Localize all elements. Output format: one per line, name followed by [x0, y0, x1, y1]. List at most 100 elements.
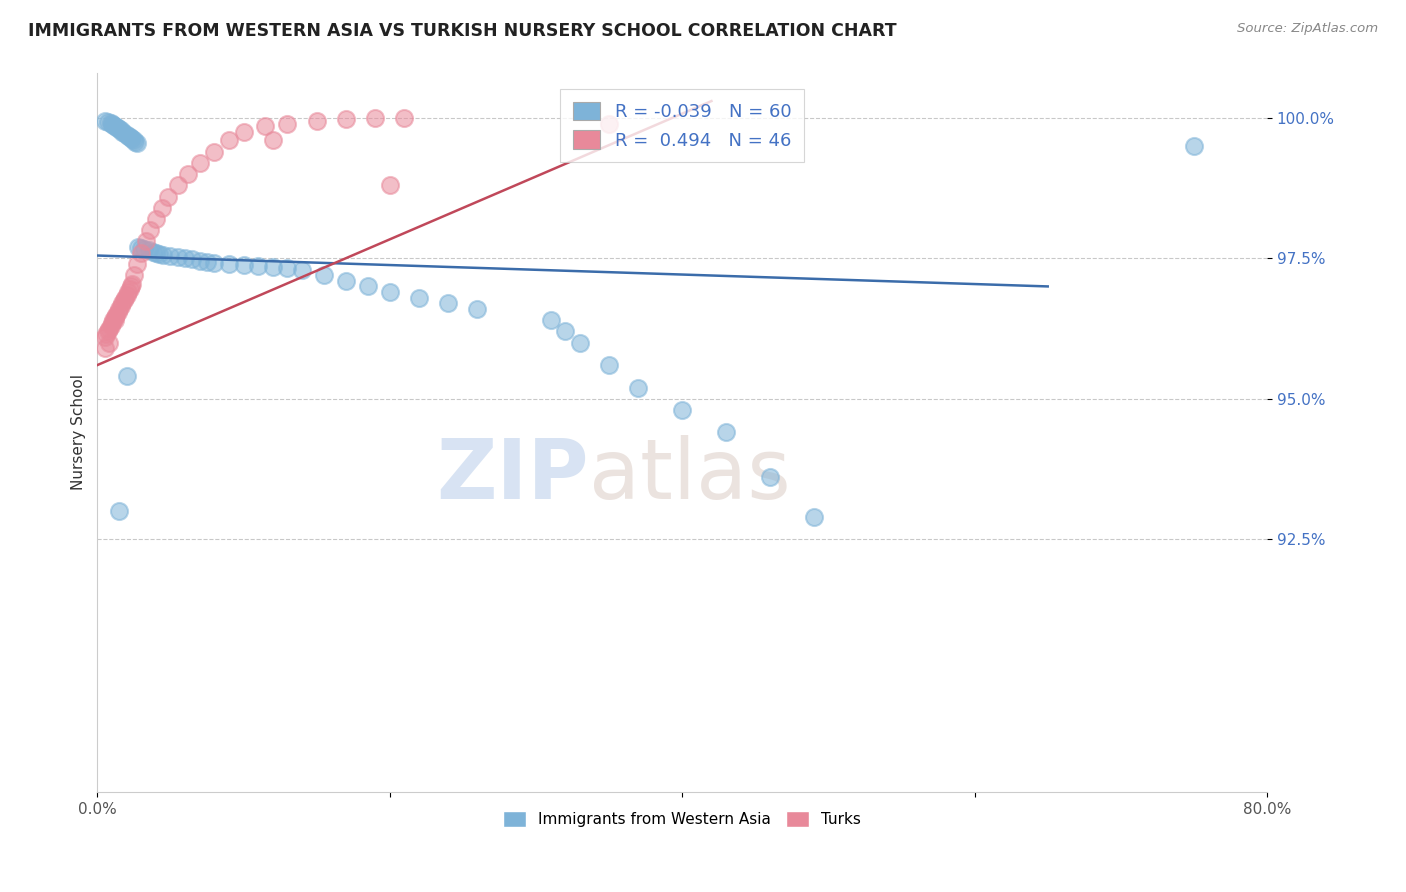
Point [262, 260, 284, 275]
Point [112, 293, 135, 308]
Point [364, 112, 387, 126]
Point [276, 116, 298, 130]
Point [568, 335, 591, 350]
Point [100, 116, 122, 130]
Point [121, 277, 143, 291]
Point [276, 261, 298, 276]
Text: atlas: atlas [589, 435, 790, 516]
Point [127, 240, 149, 254]
Point [105, 308, 128, 322]
Point [540, 313, 562, 327]
Point [114, 291, 136, 305]
Point [101, 116, 124, 130]
Point [115, 128, 138, 142]
Point [104, 119, 127, 133]
Point [218, 257, 240, 271]
Point [108, 301, 131, 316]
Point [112, 126, 135, 140]
Point [378, 285, 401, 299]
Point [101, 316, 124, 330]
Point [159, 249, 181, 263]
Point [129, 245, 152, 260]
Point [378, 178, 401, 193]
Point [166, 250, 188, 264]
Point [104, 310, 127, 325]
Point [121, 132, 143, 146]
Point [120, 131, 142, 145]
Point [357, 279, 380, 293]
Legend: Immigrants from Western Asia, Turks: Immigrants from Western Asia, Turks [495, 804, 869, 835]
Point [232, 125, 254, 139]
Point [129, 241, 152, 255]
Point [107, 121, 129, 136]
Point [117, 285, 139, 299]
Point [104, 313, 127, 327]
Point [554, 324, 576, 338]
Point [291, 262, 314, 277]
Point [115, 369, 138, 384]
Point [103, 118, 125, 132]
Point [135, 235, 157, 249]
Point [195, 254, 218, 268]
Point [142, 244, 165, 259]
Point [139, 223, 162, 237]
Point [166, 178, 188, 193]
Point [177, 167, 200, 181]
Point [262, 133, 284, 147]
Point [627, 380, 650, 394]
Point [202, 145, 225, 159]
Point [120, 279, 142, 293]
Point [181, 252, 204, 267]
Point [98, 335, 121, 350]
Point [103, 313, 125, 327]
Point [111, 296, 134, 310]
Point [105, 120, 128, 134]
Point [467, 301, 489, 316]
Point [108, 504, 131, 518]
Point [125, 257, 148, 271]
Point [247, 259, 270, 273]
Point [122, 133, 145, 147]
Point [100, 318, 122, 333]
Point [97, 324, 120, 338]
Point [97, 115, 120, 129]
Point [156, 189, 179, 203]
Point [138, 244, 160, 258]
Point [188, 253, 211, 268]
Point [803, 509, 825, 524]
Point [1182, 139, 1205, 153]
Y-axis label: Nursery School: Nursery School [72, 375, 86, 491]
Point [254, 120, 277, 134]
Point [714, 425, 737, 440]
Point [107, 304, 129, 318]
Point [218, 133, 240, 147]
Point [110, 123, 132, 137]
Point [124, 135, 146, 149]
Point [145, 245, 167, 260]
Point [148, 247, 170, 261]
Point [335, 112, 357, 126]
Point [110, 299, 132, 313]
Point [394, 111, 416, 125]
Point [111, 125, 134, 139]
Point [174, 252, 197, 266]
Point [759, 470, 782, 484]
Point [671, 403, 693, 417]
Point [122, 268, 145, 283]
Point [94, 327, 117, 342]
Point [150, 201, 173, 215]
Point [598, 116, 620, 130]
Point [93, 330, 115, 344]
Text: Source: ZipAtlas.com: Source: ZipAtlas.com [1237, 22, 1378, 36]
Point [93, 113, 115, 128]
Point [305, 113, 328, 128]
Point [115, 288, 138, 302]
Text: ZIP: ZIP [436, 435, 589, 516]
Point [118, 282, 141, 296]
Point [202, 256, 225, 270]
Point [232, 258, 254, 272]
Point [598, 358, 620, 372]
Point [134, 243, 156, 257]
Point [125, 136, 148, 150]
Point [117, 128, 139, 143]
